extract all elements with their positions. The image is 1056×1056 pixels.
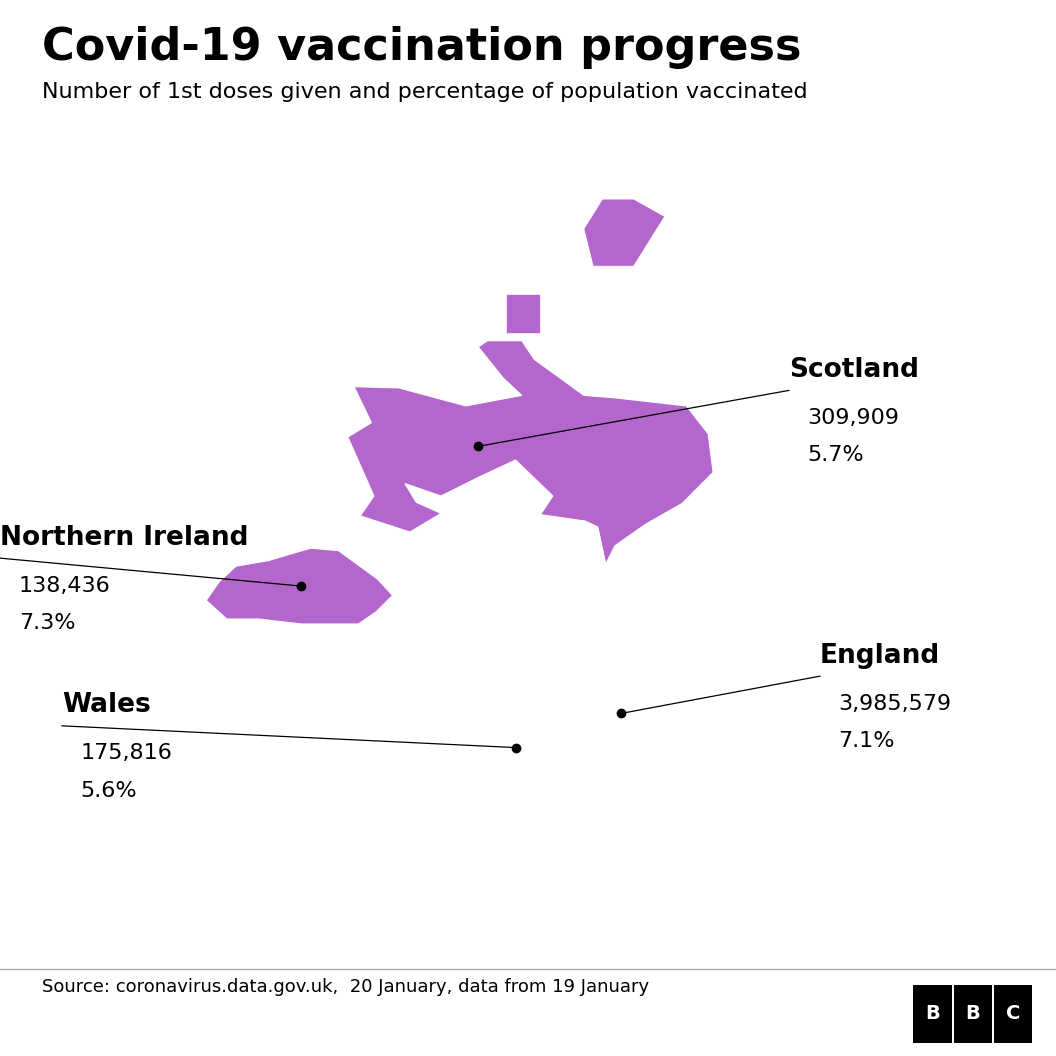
Polygon shape [347,341,823,872]
FancyBboxPatch shape [913,984,951,1043]
Text: 5.7%: 5.7% [808,445,864,465]
Text: B: B [965,1004,980,1023]
Text: Source: coronavirus.data.gov.uk,  20 January, data from 19 January: Source: coronavirus.data.gov.uk, 20 Janu… [42,978,649,996]
Text: 7.3%: 7.3% [19,612,75,633]
Polygon shape [584,200,664,266]
Text: 138,436: 138,436 [19,576,111,596]
Text: 309,909: 309,909 [808,408,900,428]
Text: 175,816: 175,816 [80,743,172,763]
Text: Covid-19 vaccination progress: Covid-19 vaccination progress [42,26,802,70]
Text: 3,985,579: 3,985,579 [838,694,951,714]
Text: 5.6%: 5.6% [80,780,137,800]
Polygon shape [506,295,541,334]
FancyBboxPatch shape [954,984,992,1043]
Text: B: B [925,1004,940,1023]
Text: Number of 1st doses given and percentage of population vaccinated: Number of 1st doses given and percentage… [42,82,808,102]
FancyBboxPatch shape [995,984,1033,1043]
Text: Wales: Wales [62,693,151,718]
Polygon shape [206,548,393,624]
Text: Scotland: Scotland [789,357,919,383]
Text: England: England [819,643,940,668]
Text: 7.1%: 7.1% [838,731,895,751]
Text: Northern Ireland: Northern Ireland [0,525,248,550]
Text: C: C [1006,1004,1021,1023]
